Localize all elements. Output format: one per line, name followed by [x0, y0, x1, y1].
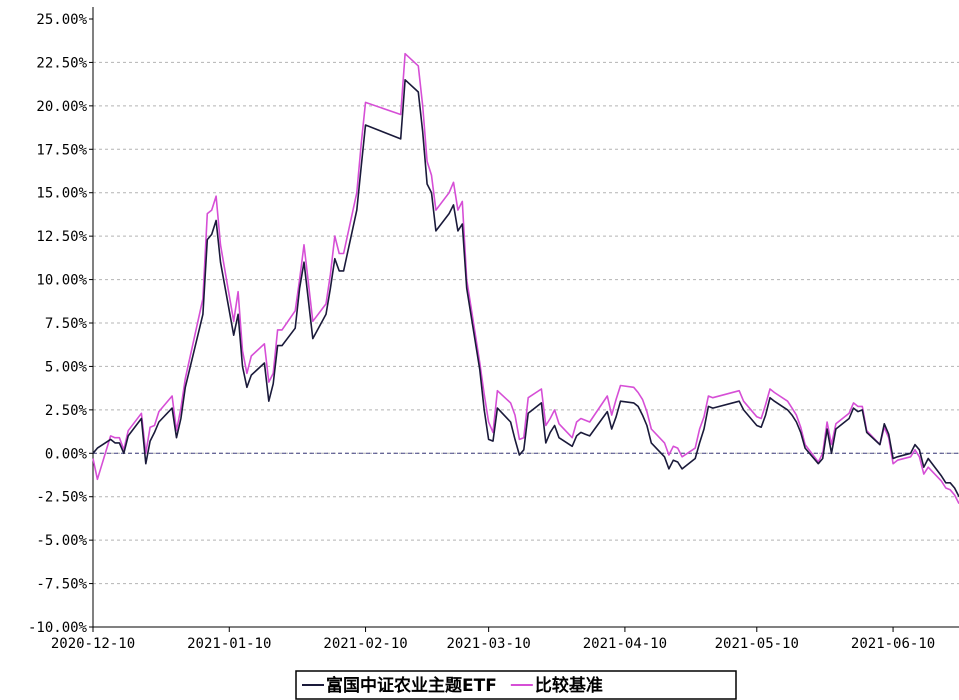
- y-axis-ticks: 25.00% 22.50% 20.00% 17.50% 15.00% 12.50% 10.0…: [28, 12, 93, 636]
- y-tick-label: 0.00%: [45, 446, 88, 462]
- series-line-0: [92, 79, 959, 498]
- y-tick-label: 7.50%: [45, 316, 88, 332]
- y-tick-label: -2.50%: [36, 490, 87, 506]
- y-tick-label: 25.00%: [36, 12, 87, 28]
- y-tick-label: 17.50%: [36, 142, 87, 158]
- y-tick-label: 20.00%: [36, 99, 87, 115]
- y-tick-label: 5.00%: [45, 359, 88, 375]
- x-tick-label: 2021-03-10: [446, 636, 530, 652]
- x-tick-label: 2021-05-10: [715, 636, 799, 652]
- legend-label-1: 比较基准: [535, 675, 603, 696]
- y-tick-label: -7.50%: [36, 577, 87, 593]
- y-tick-label: 10.00%: [36, 273, 87, 289]
- x-tick-label: 2021-06-10: [851, 636, 935, 652]
- x-tick-label: 2021-04-10: [583, 636, 667, 652]
- series-lines: [92, 52, 959, 505]
- y-tick-label: -5.00%: [36, 533, 87, 549]
- x-tick-label: 2021-02-10: [323, 636, 407, 652]
- y-tick-label: -10.00%: [28, 620, 88, 636]
- legend: 富国中证农业主题ETF 比较基准: [295, 670, 737, 700]
- y-tick-label: 2.50%: [45, 403, 88, 419]
- grid-lines: [93, 61, 959, 585]
- y-tick-label: 12.50%: [36, 229, 87, 245]
- axes: [92, 7, 959, 628]
- y-tick-label: 22.50%: [36, 55, 87, 71]
- series-line-1: [92, 52, 959, 505]
- x-axis-ticks: 2020-12-10 2021-01-10 2021-02-10 2021-03-10…: [51, 627, 935, 652]
- y-tick-label: 15.00%: [36, 186, 87, 202]
- legend-label-0: 富国中证农业主题ETF: [326, 675, 497, 696]
- x-tick-label: 2020-12-10: [51, 636, 135, 652]
- x-tick-label: 2021-01-10: [187, 636, 271, 652]
